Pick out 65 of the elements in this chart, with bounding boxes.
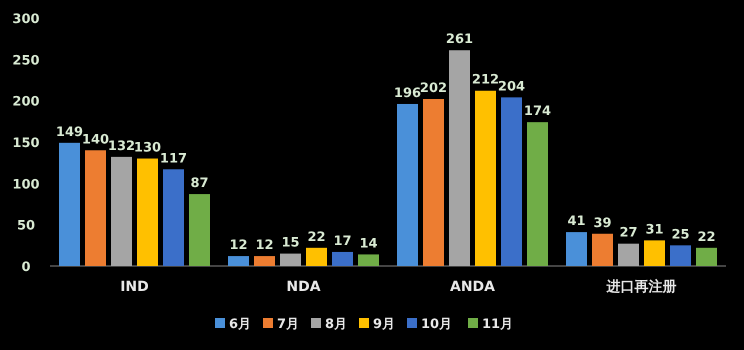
x-tick-label: 进口再注册 <box>606 278 676 295</box>
bar <box>527 122 548 266</box>
y-tick-label: 200 <box>12 94 40 110</box>
bar <box>111 156 132 266</box>
bar <box>189 194 210 266</box>
data-label: 31 <box>645 222 664 238</box>
bar <box>306 248 327 266</box>
bar <box>449 50 470 266</box>
data-label: 12 <box>255 238 274 254</box>
y-tick-label: 50 <box>16 218 36 234</box>
bar <box>566 232 587 266</box>
data-label: 204 <box>498 79 526 94</box>
bar <box>228 256 249 266</box>
bar <box>163 169 184 266</box>
bar <box>670 245 691 266</box>
legend-label: 10月 <box>421 317 452 332</box>
data-label: 15 <box>281 236 300 251</box>
bar <box>59 142 80 266</box>
data-label: 132 <box>108 138 136 154</box>
legend-label: 8月 <box>325 317 348 332</box>
bar <box>618 244 639 266</box>
y-tick-label: 250 <box>12 53 40 68</box>
data-label: 202 <box>420 81 448 96</box>
legend-label: 6月 <box>229 317 252 332</box>
legend-label: 11月 <box>482 317 514 332</box>
bar <box>358 254 379 266</box>
data-label: 212 <box>472 72 500 88</box>
data-label: 130 <box>134 140 162 156</box>
bar <box>696 248 717 266</box>
data-label: 17 <box>333 234 352 249</box>
legend-label: 7月 <box>277 317 300 332</box>
data-label: 196 <box>394 86 422 101</box>
y-tick-label: 0 <box>21 260 31 275</box>
bar <box>423 99 444 266</box>
bar <box>397 104 418 266</box>
data-label: 174 <box>524 104 552 120</box>
bar <box>332 252 353 266</box>
bar <box>475 90 496 266</box>
bar <box>254 256 275 266</box>
data-label: 12 <box>229 238 248 254</box>
data-label: 261 <box>446 32 474 48</box>
bar <box>501 97 522 266</box>
bar <box>85 150 106 266</box>
data-label: 27 <box>619 226 638 241</box>
data-label: 22 <box>697 230 716 245</box>
x-tick-label: ANDA <box>450 279 496 295</box>
bar <box>137 158 158 266</box>
data-label: 117 <box>160 151 188 166</box>
data-label: 22 <box>307 230 326 245</box>
bar <box>280 254 301 266</box>
y-tick-label: 100 <box>12 177 40 192</box>
bar <box>592 234 613 266</box>
data-label: 87 <box>190 176 209 192</box>
data-label: 39 <box>593 216 612 231</box>
y-tick-label: 150 <box>12 136 40 151</box>
data-label: 149 <box>56 124 84 140</box>
legend-label: 9月 <box>373 317 396 332</box>
data-label: 140 <box>82 132 110 148</box>
x-tick-label: NDA <box>286 279 321 295</box>
data-label: 25 <box>671 227 690 242</box>
data-label: 14 <box>359 236 378 252</box>
data-label: 41 <box>567 214 586 230</box>
y-tick-label: 300 <box>12 12 40 27</box>
x-tick-label: IND <box>120 279 149 295</box>
bar <box>644 240 665 266</box>
